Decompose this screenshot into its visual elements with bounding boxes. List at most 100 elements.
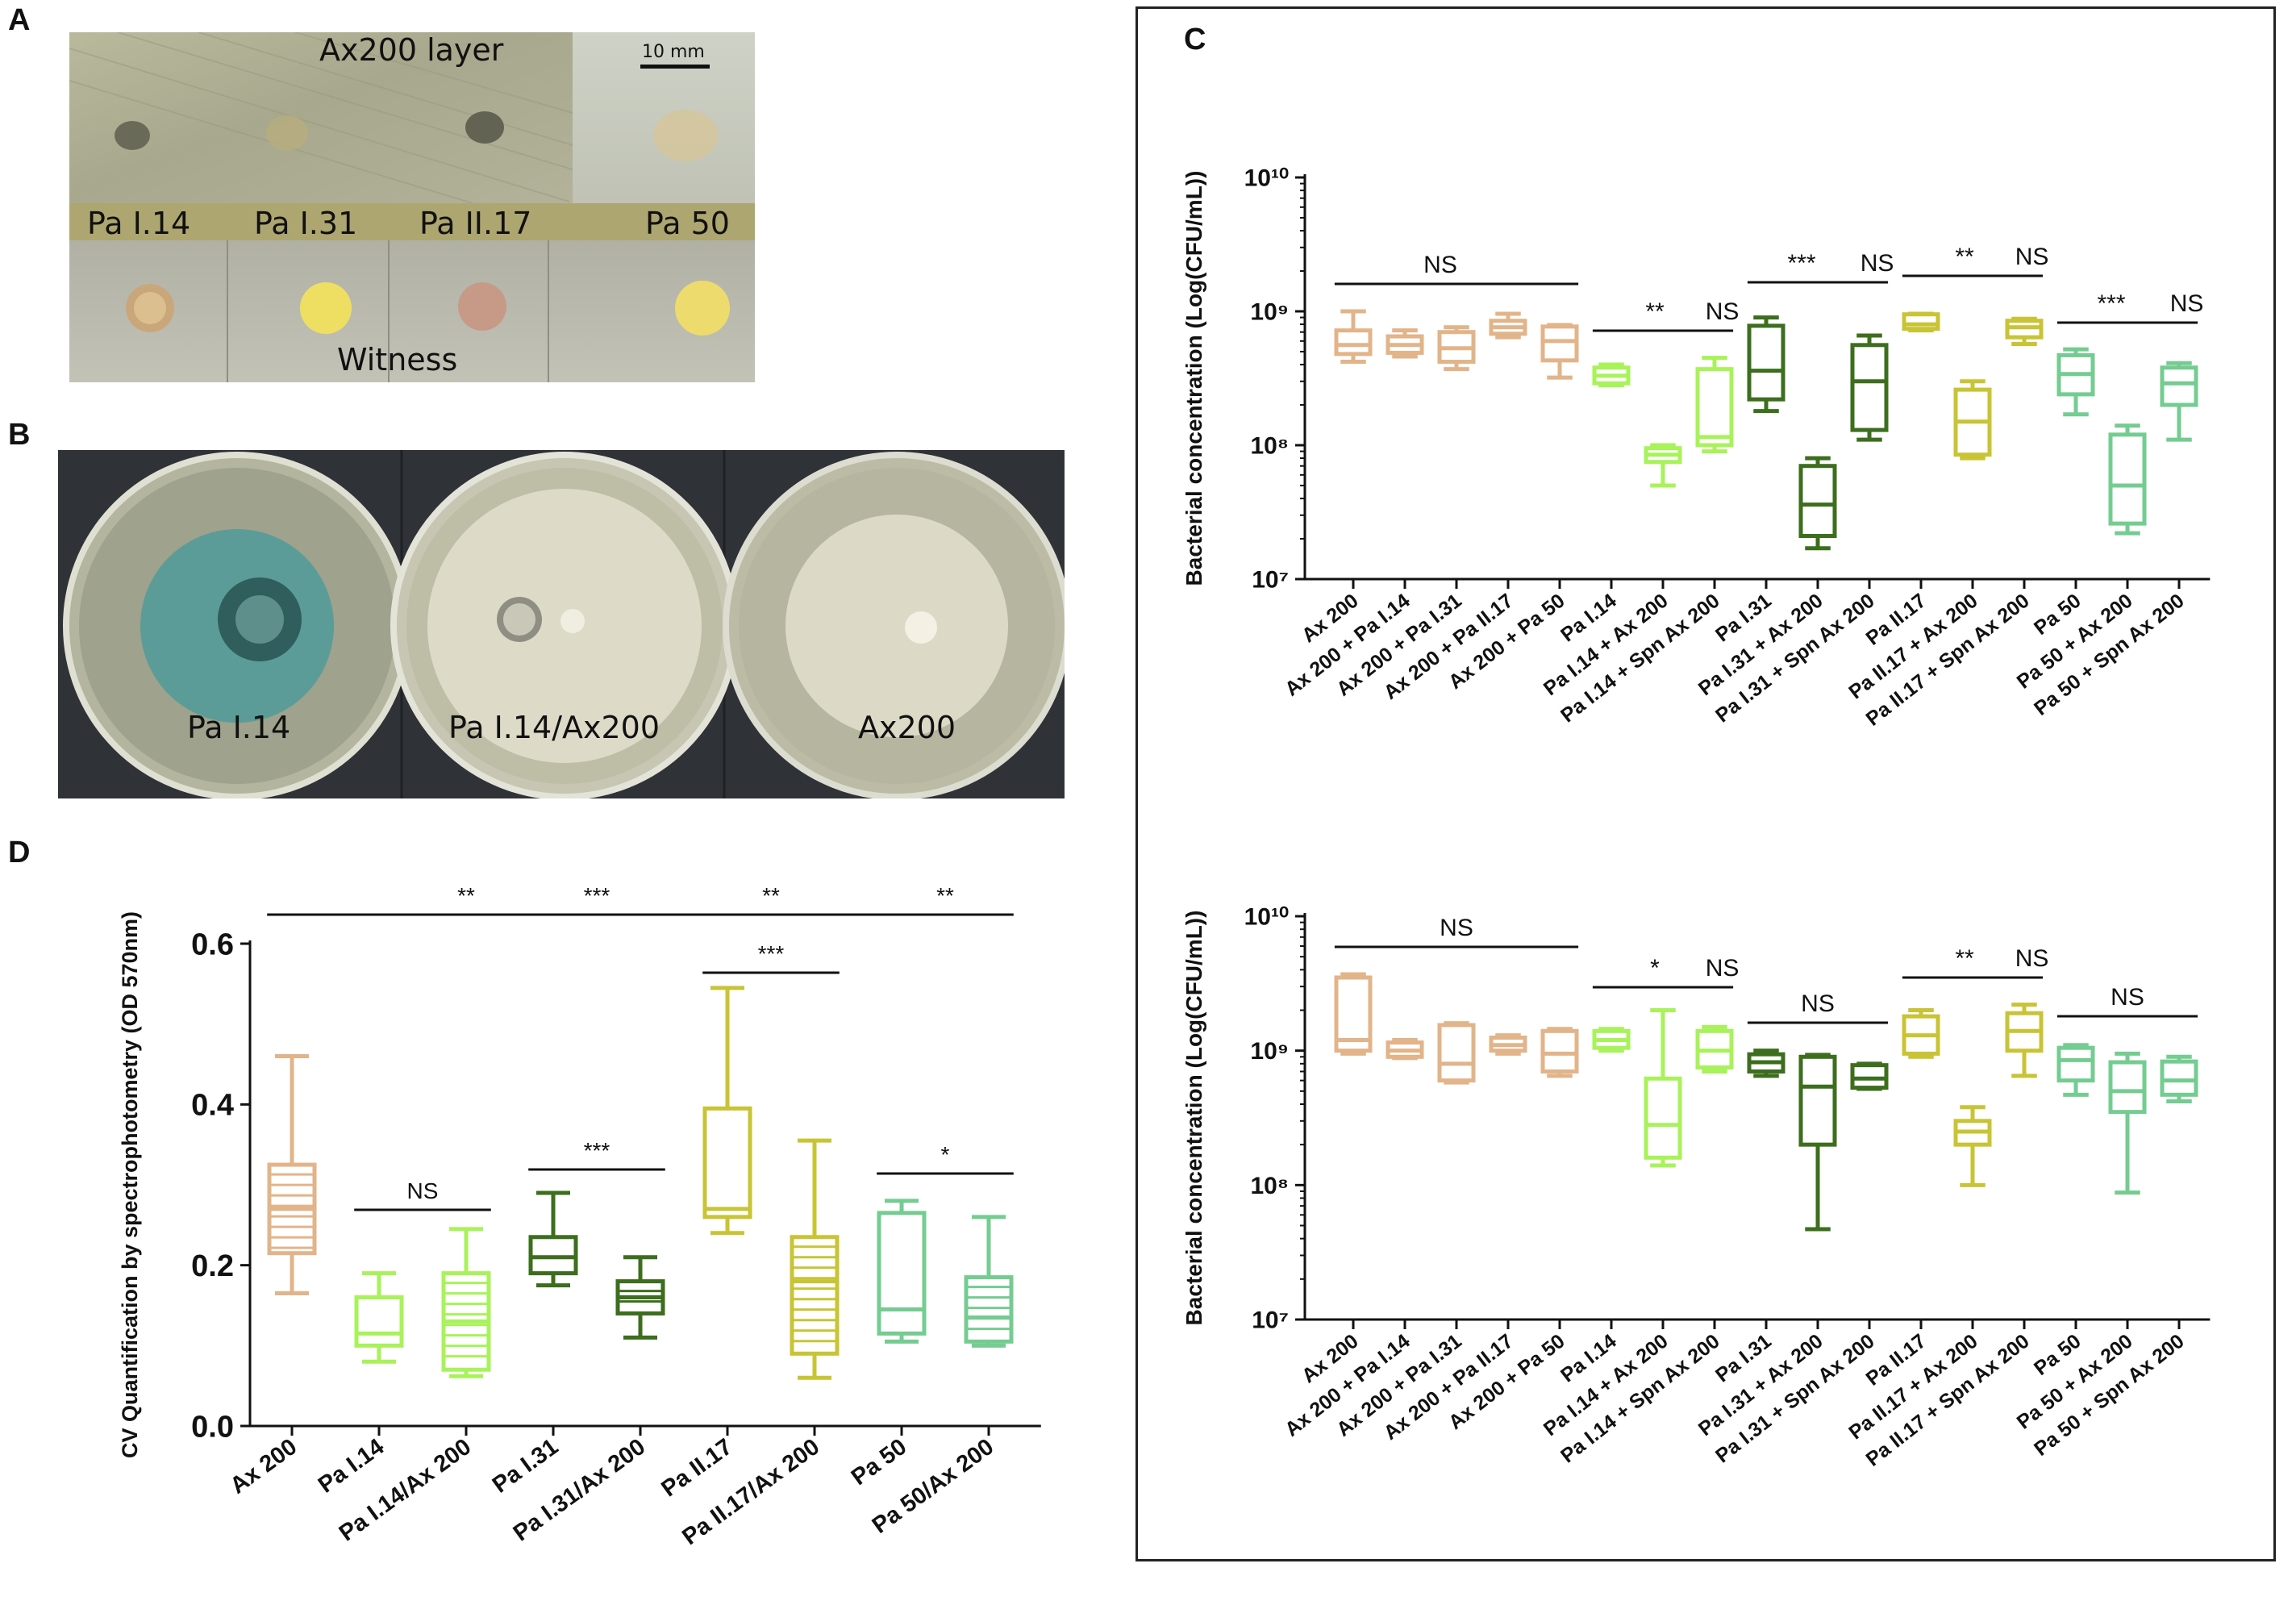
box-body (2160, 1059, 2198, 1097)
box-body (877, 1211, 927, 1336)
ax200-layer-label: Ax200 layer (319, 32, 504, 68)
box-5 (1592, 362, 1631, 388)
box-body (2056, 1045, 2095, 1083)
y-tick-label: 10⁹ (1250, 1038, 1289, 1065)
significance-label: *** (584, 883, 610, 908)
box-1 (1386, 1037, 1424, 1061)
box-body (1334, 328, 1373, 356)
box-5 (1592, 1027, 1631, 1053)
box-body (2108, 432, 2147, 526)
box-0 (1334, 309, 1373, 365)
significance-label: NS (2111, 984, 2144, 1011)
panel-b-letter: B (8, 418, 31, 452)
box-1 (354, 1271, 404, 1364)
chart-c-top: 10⁷ 10⁸ 10⁹ 10¹⁰ Bacterial concentration (Lo… (1181, 165, 2211, 731)
witness-label: Witness (337, 342, 458, 377)
panel-a-strain-label: Pa I.14 (87, 206, 191, 241)
panel-b-photo (58, 450, 1065, 798)
significance-label: NS (1423, 252, 1457, 278)
panel-a-strain-label: Pa II.17 (419, 206, 532, 241)
box-11 (1902, 311, 1940, 333)
box-5 (702, 986, 752, 1236)
box-body (1695, 367, 1734, 448)
significance-label: NS (2015, 945, 2049, 972)
panel-c-letter: C (1184, 23, 1206, 56)
box-4 (615, 1255, 665, 1340)
box-9 (1798, 456, 1837, 551)
panel-a-letter: A (8, 3, 31, 37)
box-12 (1953, 1105, 1992, 1187)
box-16 (2160, 1054, 2198, 1103)
box-14 (2056, 1043, 2095, 1097)
box-2 (441, 1227, 491, 1378)
box-6 (1644, 443, 1682, 488)
box-0 (1334, 972, 1373, 1056)
box-0 (267, 1054, 317, 1296)
box-body (1798, 1054, 1837, 1147)
panel-a-strain-strip (69, 203, 755, 240)
significance-label: *** (2097, 290, 2125, 317)
box-15 (2108, 1051, 2147, 1195)
box-4 (1540, 323, 1579, 380)
box-4 (1540, 1027, 1579, 1078)
box-13 (2005, 1003, 2044, 1078)
box-8 (1747, 1049, 1786, 1078)
significance-label: *** (758, 941, 785, 966)
panel-a-top-photo-art (69, 32, 573, 203)
significance-label: NS (1440, 915, 1473, 941)
plate-label: Ax200 (858, 710, 956, 745)
panel-a-strain-label: Pa 50 (645, 206, 730, 241)
box-body (1437, 1023, 1476, 1083)
y-tick-label: 10⁸ (1250, 433, 1289, 460)
box-body (1798, 464, 1837, 539)
box-12 (1953, 379, 1992, 461)
box-body (354, 1295, 404, 1348)
box-body (1540, 1028, 1579, 1074)
significance-label: *** (1787, 250, 1815, 277)
box-14 (2056, 347, 2095, 417)
y-tick-label: 0.6 (191, 928, 234, 961)
box-body (702, 1106, 752, 1220)
y-tick-label: 10⁷ (1252, 1307, 1289, 1334)
y-axis-label: Bacterial concentration (Log(CFU/mL)) (1181, 171, 1206, 586)
chart-d: 0.0 0.2 0.4 0.6 CV Quantification by spectro… (118, 883, 1041, 1550)
y-tick-label: 0.2 (191, 1249, 234, 1283)
y-axis-label: Bacterial concentration (Log(CFU/mL)) (1181, 911, 1206, 1326)
y-axis-label: CV Quantification by spectrophotometry (… (118, 911, 142, 1458)
y-tick-label: 0.0 (191, 1410, 234, 1444)
box-7 (1695, 356, 1734, 454)
box-2 (1437, 325, 1476, 372)
box-11 (1902, 1007, 1940, 1059)
box-body (1644, 1076, 1682, 1160)
box-body (1850, 1063, 1889, 1090)
y-tick-label: 0.4 (191, 1089, 234, 1123)
box-6 (790, 1138, 840, 1380)
y-tick-label: 10⁹ (1250, 299, 1289, 326)
box-15 (2108, 423, 2147, 536)
box-8 (964, 1215, 1014, 1348)
box-16 (2160, 361, 2198, 442)
plate-label: Pa I.14 (187, 710, 291, 745)
significance-label: NS (1801, 990, 1835, 1017)
significance-label: *** (584, 1138, 610, 1163)
box-6 (1644, 1007, 1682, 1168)
x-category-label: Pa I.14 (314, 1434, 389, 1499)
significance-label: * (941, 1142, 950, 1167)
y-tick-label: 10⁸ (1250, 1173, 1289, 1199)
chart-c-bottom: 10⁷ 10⁸ 10⁹ 10¹⁰ Bacterial concentration (Lo… (1181, 904, 2211, 1471)
x-category-label: Ax 200 (226, 1434, 302, 1499)
plate-label: Pa I.14/Ax200 (448, 710, 660, 745)
box-3 (528, 1190, 578, 1288)
significance-label: ** (1955, 244, 1974, 270)
box-10 (1850, 333, 1889, 442)
box-7 (877, 1199, 927, 1344)
y-tick-label: 10¹⁰ (1244, 165, 1289, 192)
panel-a-top-right-photo (573, 32, 755, 203)
panel-d-letter: D (8, 836, 31, 869)
box-2 (1437, 1021, 1476, 1085)
box-body (1540, 324, 1579, 363)
scale-bar-label: 10 mm (642, 42, 705, 62)
panel-a-top-right-photo-art (653, 110, 718, 161)
box-8 (1747, 315, 1786, 414)
panel-a-witness-photo-art (126, 240, 730, 382)
